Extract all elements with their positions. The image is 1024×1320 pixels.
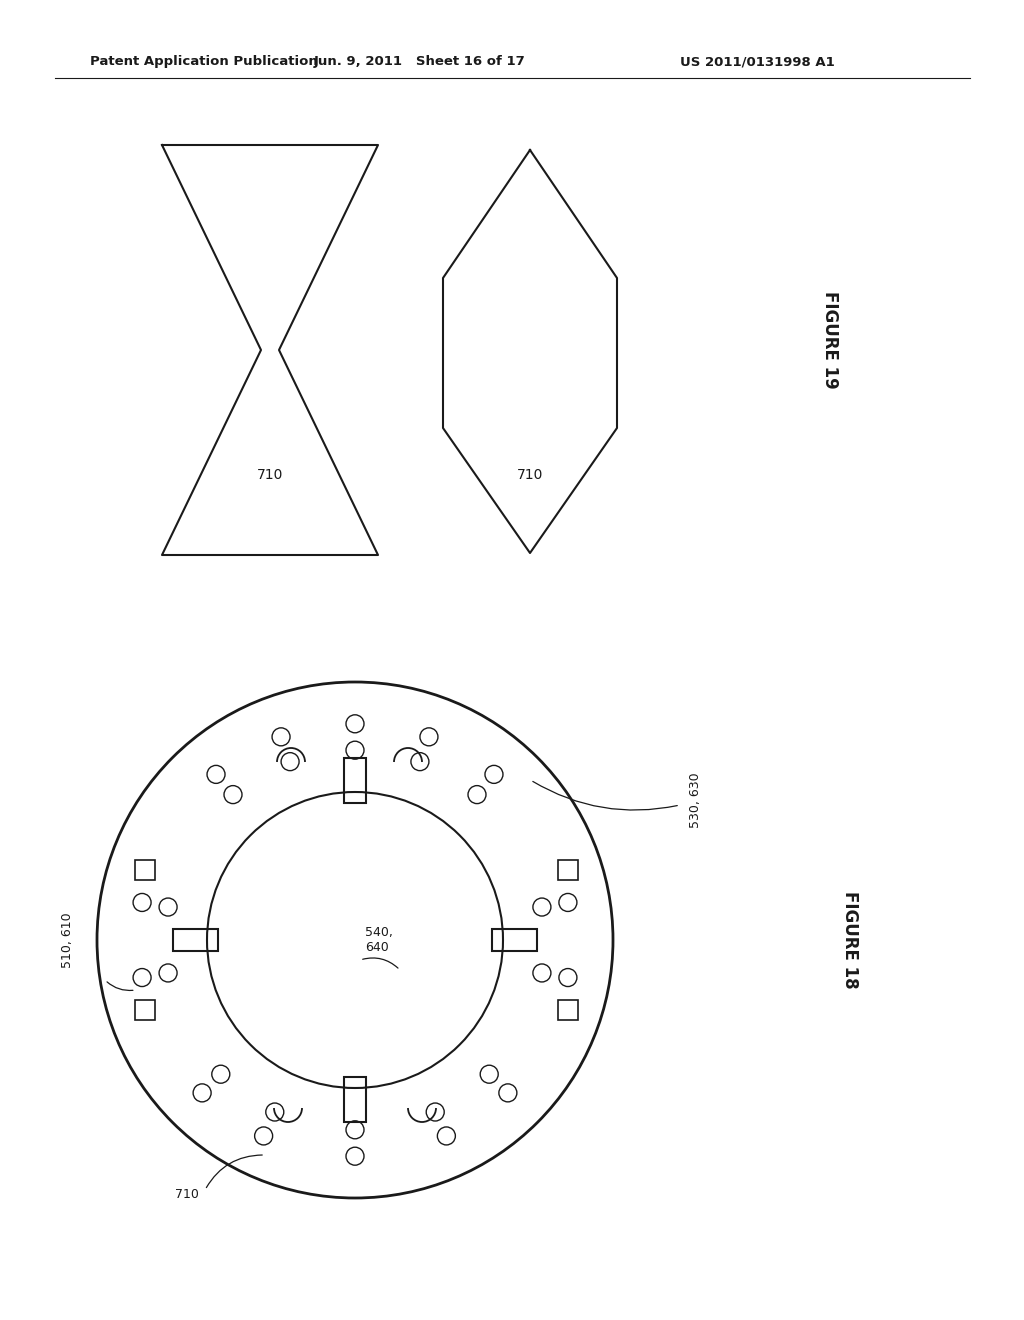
Bar [135, 861, 155, 880]
Bar [492, 929, 537, 950]
Text: 540,
640: 540, 640 [365, 927, 393, 954]
Bar [558, 1001, 578, 1020]
Text: 530, 630: 530, 630 [688, 772, 701, 828]
Text: 710: 710 [517, 469, 543, 482]
Text: 710: 710 [257, 469, 284, 482]
Text: FIGURE 19: FIGURE 19 [821, 292, 839, 389]
Text: Jun. 9, 2011   Sheet 16 of 17: Jun. 9, 2011 Sheet 16 of 17 [314, 55, 526, 69]
Bar [173, 929, 218, 950]
Text: 510, 610: 510, 610 [60, 912, 74, 968]
Text: 710: 710 [175, 1188, 199, 1201]
Bar [344, 1077, 366, 1122]
Text: FIGURE 18: FIGURE 18 [841, 891, 859, 989]
Bar [135, 1001, 155, 1020]
Text: US 2011/0131998 A1: US 2011/0131998 A1 [680, 55, 835, 69]
Bar [558, 861, 578, 880]
Text: Patent Application Publication: Patent Application Publication [90, 55, 317, 69]
Bar [344, 758, 366, 804]
